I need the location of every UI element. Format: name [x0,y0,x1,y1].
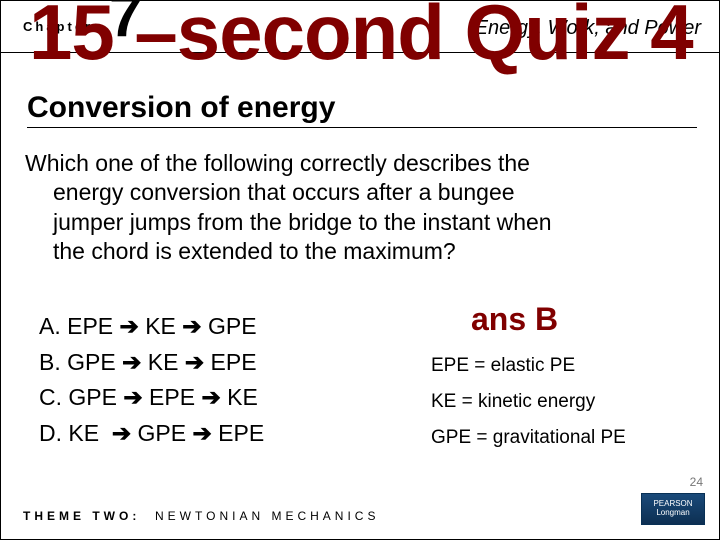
logo-line: Longman [656,509,689,518]
option-term: GPE [138,420,187,446]
legend-line: EPE = elastic PE [431,348,626,384]
quiz-title: 15 –second Quiz 4 [29,0,693,78]
option-term: KE [145,313,176,339]
options-list: A. EPE ➔ KE ➔ GPE B. GPE ➔ KE ➔ EPE C. G… [39,309,264,452]
option-label: C. [39,384,62,410]
option-a: A. EPE ➔ KE ➔ GPE [39,309,264,345]
theme-text: NEWTONIAN MECHANICS [155,509,379,523]
legend: EPE = elastic PE KE = kinetic energy GPE… [431,348,626,456]
option-label: A. [39,313,61,339]
arrow-icon: ➔ [123,384,142,410]
footer: THEME TWO: NEWTONIAN MECHANICS [23,509,379,523]
question-line: jumper jumps from the bridge to the inst… [25,208,715,237]
arrow-icon: ➔ [122,349,141,375]
arrow-icon: ➔ [193,420,212,446]
option-label: D. [39,420,62,446]
option-term: KE [68,420,99,446]
question-text: Which one of the following correctly des… [25,149,715,267]
arrow-icon: ➔ [120,313,139,339]
question-line: Which one of the following correctly des… [25,150,530,176]
quiz-subtitle: Conversion of energy [27,91,697,128]
option-b: B. GPE ➔ KE ➔ EPE [39,345,264,381]
page-number: 24 [690,475,703,489]
option-term: KE [227,384,258,410]
arrow-icon: ➔ [185,349,204,375]
option-term: EPE [149,384,195,410]
option-term: GPE [68,384,117,410]
option-term: KE [148,349,179,375]
option-c: C. GPE ➔ EPE ➔ KE [39,380,264,416]
legend-line: KE = kinetic energy [431,384,626,420]
legend-line: GPE = gravitational PE [431,420,626,456]
question-line: energy conversion that occurs after a bu… [25,178,715,207]
option-term: EPE [211,349,257,375]
answer-block: ans B EPE = elastic PE KE = kinetic ener… [431,301,626,456]
answer-label: ans B [471,301,626,338]
arrow-icon: ➔ [112,420,131,446]
arrow-icon: ➔ [201,384,220,410]
arrow-icon: ➔ [182,313,201,339]
question-line: the chord is extended to the maximum? [25,237,715,266]
option-term: GPE [67,349,116,375]
option-label: B. [39,349,61,375]
publisher-logo: PEARSON Longman [641,493,705,525]
option-term: GPE [208,313,257,339]
option-d: D. KE ➔ GPE ➔ EPE [39,416,264,452]
option-term: EPE [67,313,113,339]
option-term: EPE [218,420,264,446]
theme-label: THEME TWO: [23,509,140,523]
slide: Chapter 7 Energy, Work, and Power 15 –se… [0,0,720,540]
